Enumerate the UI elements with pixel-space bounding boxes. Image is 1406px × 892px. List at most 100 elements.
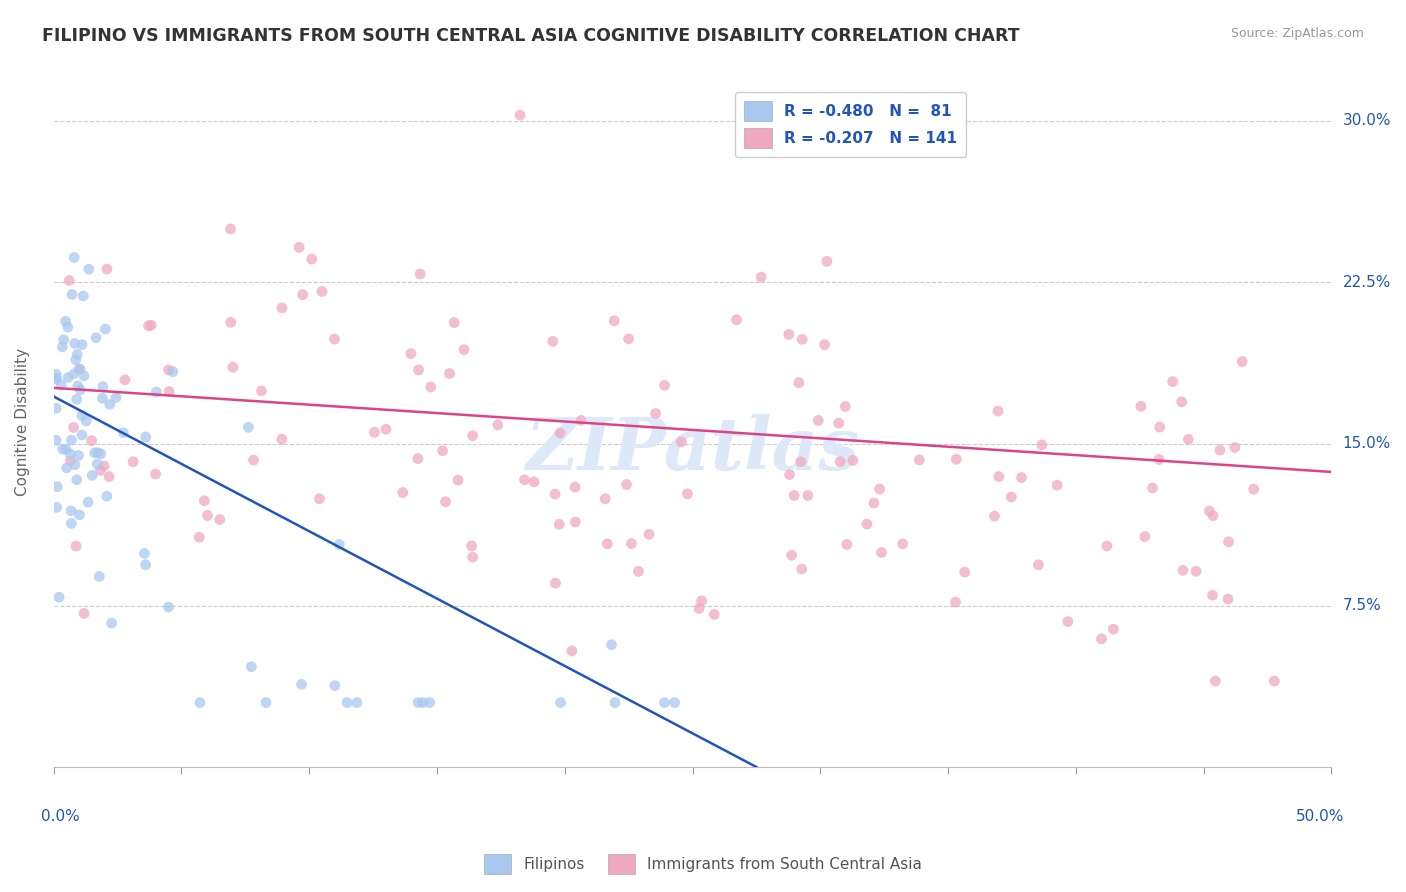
Point [45, 368, 67, 382]
Point [797, 488, 820, 502]
Point [869, 482, 891, 496]
Point [664, 696, 686, 710]
Point [86, 446, 108, 460]
Point [91, 380, 114, 394]
Point [114, 373, 136, 387]
Point [73, 607, 96, 621]
Text: 0.0%: 0.0% [41, 809, 80, 823]
Point [1147, 452, 1170, 467]
Point [523, 475, 546, 489]
Point [69, 383, 91, 397]
Point [51, 378, 73, 392]
Point [193, 493, 215, 508]
Point [56, 370, 79, 384]
Text: Source: ZipAtlas.com: Source: ZipAtlas.com [1230, 27, 1364, 40]
Point [391, 485, 413, 500]
Point [254, 696, 277, 710]
Point [987, 469, 1010, 483]
Point [569, 413, 592, 427]
Point [870, 545, 893, 559]
Point [66, 347, 89, 361]
Point [842, 453, 865, 467]
Point [96, 262, 118, 277]
Point [1263, 673, 1285, 688]
Point [308, 491, 330, 506]
Point [46, 480, 69, 494]
Point [60, 504, 83, 518]
Point [145, 467, 167, 481]
Point [1216, 592, 1239, 607]
Point [564, 480, 586, 494]
Point [447, 473, 470, 487]
Point [460, 539, 482, 553]
Point [45, 434, 67, 448]
Point [813, 337, 835, 351]
Point [138, 318, 160, 333]
Point [439, 367, 461, 381]
Point [75, 414, 97, 428]
Point [1011, 470, 1033, 484]
Point [1046, 478, 1069, 492]
Point [63, 367, 86, 381]
Point [690, 594, 713, 608]
Point [815, 254, 838, 268]
Point [84, 331, 107, 345]
Point [301, 252, 323, 266]
Point [1201, 588, 1223, 602]
Point [908, 453, 931, 467]
Point [863, 496, 886, 510]
Point [1090, 632, 1112, 646]
Point [70, 409, 93, 423]
Point [93, 458, 115, 473]
Point [790, 562, 813, 576]
Point [778, 327, 800, 342]
Point [98, 397, 121, 411]
Point [328, 537, 350, 551]
Point [157, 384, 180, 399]
Point [222, 360, 245, 375]
Point [66, 392, 89, 407]
Point [219, 222, 242, 236]
Point [671, 434, 693, 449]
Point [1177, 432, 1199, 446]
Point [157, 363, 180, 377]
Point [600, 638, 623, 652]
Point [453, 343, 475, 357]
Point [461, 428, 484, 442]
Point [434, 494, 457, 508]
Text: FILIPINO VS IMMIGRANTS FROM SOUTH CENTRAL ASIA COGNITIVE DISABILITY CORRELATION : FILIPINO VS IMMIGRANTS FROM SOUTH CENTRA… [42, 27, 1019, 45]
Point [70, 428, 93, 442]
Point [336, 696, 359, 710]
Point [219, 315, 242, 329]
Point [541, 334, 564, 349]
Point [1031, 438, 1053, 452]
Point [419, 380, 441, 394]
Point [544, 487, 567, 501]
Point [1171, 563, 1194, 577]
Point [105, 391, 128, 405]
Point [270, 432, 292, 446]
Point [1202, 508, 1225, 523]
Point [45, 371, 67, 385]
Point [603, 696, 626, 710]
Point [780, 548, 803, 562]
Point [197, 508, 219, 523]
Point [486, 417, 509, 432]
Point [703, 607, 725, 622]
Point [59, 454, 82, 468]
Point [419, 696, 441, 710]
Point [409, 267, 432, 281]
Point [67, 362, 90, 376]
Point [1000, 490, 1022, 504]
Point [1129, 400, 1152, 414]
Point [55, 442, 77, 457]
Point [945, 452, 967, 467]
Point [461, 550, 484, 565]
Point [1028, 558, 1050, 572]
Point [98, 469, 121, 483]
Point [96, 489, 118, 503]
Point [953, 565, 976, 579]
Legend: R = -0.480   N =  81, R = -0.207   N = 141: R = -0.480 N = 81, R = -0.207 N = 141 [735, 92, 966, 157]
Point [983, 509, 1005, 524]
Point [513, 473, 536, 487]
